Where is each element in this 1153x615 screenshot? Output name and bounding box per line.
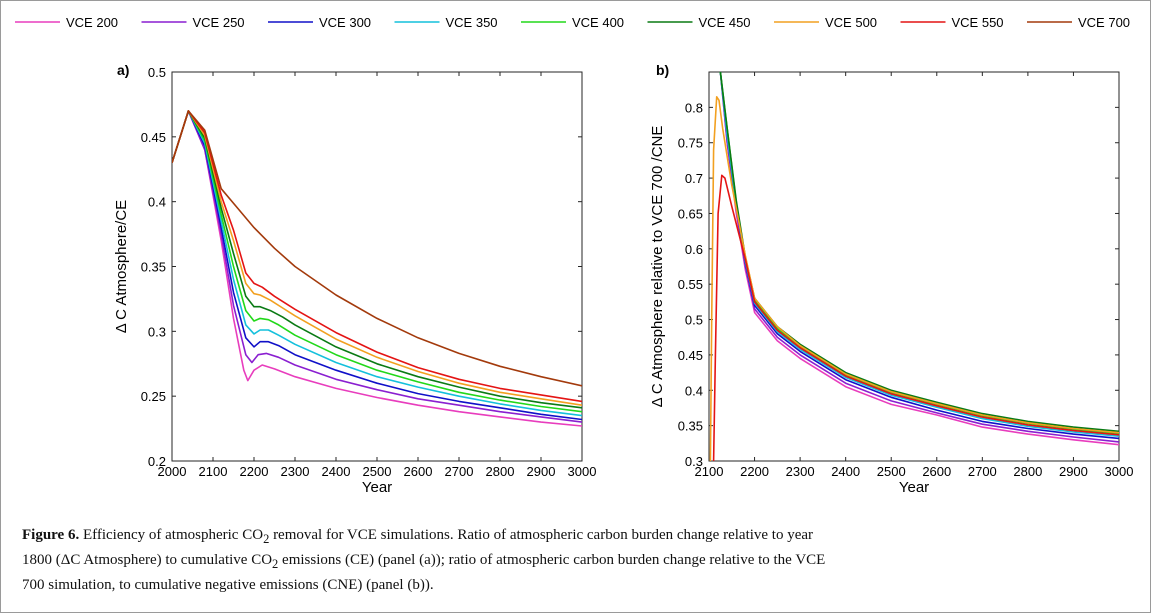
- y-tick-label-b: 0.8: [685, 100, 703, 115]
- y-tick-label-a: 0.25: [141, 389, 166, 404]
- y-tick-label-b: 0.5: [685, 313, 703, 328]
- caption-text-3: 700 simulation, to cumulative negative e…: [22, 577, 434, 593]
- x-tick-label-b: 3000: [1105, 464, 1134, 479]
- series-line-a-vce-400: [172, 110, 582, 413]
- y-tick-label-b: 0.4: [685, 383, 703, 398]
- caption-sub-1: 2: [263, 532, 270, 546]
- figure-charts: VCE 200 VCE 250 VCE 300 VCE 350 VCE 400 VCE 4…: [15, 15, 1133, 496]
- series-line-b-vce-450: [719, 72, 1119, 433]
- legend-label-vce-300: VCE 300: [319, 15, 371, 30]
- series-line-b-vce-250: [719, 72, 1119, 443]
- y-tick-label-a: 0.45: [141, 130, 166, 145]
- y-tick-label-b: 0.65: [678, 206, 703, 221]
- caption-text-1b: removal for VCE simulations. Ratio of at…: [269, 527, 814, 543]
- x-tick-label-a: 2200: [240, 464, 269, 479]
- caption-text-2a: 1800 (ΔC Atmosphere) to cumulative CO: [22, 552, 273, 568]
- series-line-a-vce-200: [172, 110, 582, 427]
- x-tick-label-a: 2000: [158, 464, 187, 479]
- legend-label-vce-350: VCE 350: [446, 15, 498, 30]
- caption-line-2: 1800 (ΔC Atmosphere) to cumulative CO2 e…: [22, 550, 1132, 575]
- x-tick-label-b: 2400: [831, 464, 860, 479]
- legend-label-vce-500: VCE 500: [825, 15, 877, 30]
- series-line-a-vce-350: [172, 110, 582, 417]
- caption-text-1: Efficiency of atmospheric CO: [82, 527, 264, 543]
- x-axis-label-a: Year: [362, 479, 392, 496]
- y-axis-label-a: Δ C Atmosphere/CE: [113, 200, 130, 333]
- legend-label-vce-700: VCE 700: [1078, 15, 1130, 30]
- x-tick-label-b: 2100: [695, 464, 724, 479]
- y-tick-label-b: 0.3: [685, 454, 703, 469]
- series-line-a-vce-300: [172, 110, 582, 421]
- series-line-a-vce-450: [172, 110, 582, 409]
- series-line-a-vce-250: [172, 110, 582, 423]
- legend-label-vce-250: VCE 250: [193, 15, 245, 30]
- caption-sub-2: 2: [272, 557, 279, 571]
- legend-label-vce-200: VCE 200: [66, 15, 118, 30]
- panel-a: 2000 2100 2200 2300 2400 2500 2600 2700 2800 2900…: [113, 62, 596, 496]
- y-tick-label-a: 0.5: [148, 65, 166, 80]
- x-tick-label-a: 2600: [404, 464, 433, 479]
- series-line-a-vce-700: [172, 110, 582, 387]
- x-tick-label-a: 2800: [486, 464, 515, 479]
- x-tick-label-b: 2300: [786, 464, 815, 479]
- series-line-b-vce-500: [709, 96, 1119, 461]
- x-tick-label-a: 2900: [527, 464, 556, 479]
- y-tick-label-b: 0.55: [678, 277, 703, 292]
- y-tick-label-b: 0.35: [678, 419, 703, 434]
- panel-label-b: b): [656, 62, 669, 78]
- y-tick-label-a: 0.35: [141, 260, 166, 275]
- x-tick-label-b: 2500: [877, 464, 906, 479]
- series-line-b-vce-550: [712, 174, 1119, 461]
- series-line-a-vce-550: [172, 110, 582, 403]
- caption-line-1: Figure 6. Efficiency of atmospheric CO2 …: [22, 525, 1132, 550]
- x-tick-label-b: 2600: [922, 464, 951, 479]
- x-tick-label-b: 2700: [968, 464, 997, 479]
- x-tick-label-a: 2400: [322, 464, 351, 479]
- x-tick-label-a: 2700: [445, 464, 474, 479]
- y-tick-label-a: 0.3: [148, 324, 166, 339]
- x-tick-label-b: 2900: [1059, 464, 1088, 479]
- legend-label-vce-400: VCE 400: [572, 15, 624, 30]
- series-line-b-vce-350: [719, 72, 1119, 437]
- x-tick-label-a: 3000: [568, 464, 597, 479]
- axes-box-b: [708, 71, 1120, 462]
- legend-label-vce-550: VCE 550: [952, 15, 1004, 30]
- x-tick-label-b: 2200: [740, 464, 769, 479]
- x-tick-label-a: 2100: [199, 464, 228, 479]
- series-line-a-vce-500: [172, 110, 582, 406]
- caption-text-2b: emissions (CE) (panel (a)); ratio of atm…: [278, 552, 826, 568]
- series-line-b-vce-300: [719, 72, 1119, 440]
- panel-label-a: a): [117, 62, 129, 78]
- panel-b: 2100 2200 2300 2400 2500 2600 2700 2800 2900 3000…: [649, 62, 1133, 496]
- caption-line-3: 700 simulation, to cumulative negative e…: [22, 575, 1132, 596]
- y-tick-label-b: 0.6: [685, 242, 703, 257]
- x-tick-label-a: 2300: [281, 464, 310, 479]
- y-tick-label-b: 0.7: [685, 171, 703, 186]
- legend: VCE 200 VCE 250 VCE 300 VCE 350 VCE 400 VCE 4…: [15, 15, 1130, 30]
- x-tick-label-b: 2800: [1013, 464, 1042, 479]
- y-tick-label-a: 0.4: [148, 195, 166, 210]
- legend-label-vce-450: VCE 450: [699, 15, 751, 30]
- series-line-b-vce-400: [719, 72, 1119, 435]
- figure-caption: Figure 6. Efficiency of atmospheric CO2 …: [22, 525, 1132, 596]
- caption-label: Figure 6.: [22, 527, 80, 543]
- y-tick-label-b: 0.75: [678, 136, 703, 151]
- x-axis-label-b: Year: [899, 479, 929, 496]
- y-axis-label-b: Δ C Atmosphere relative to VCE 700 /CNE: [649, 126, 666, 408]
- y-tick-label-b: 0.45: [678, 348, 703, 363]
- series-line-b-vce-200: [719, 72, 1119, 446]
- y-tick-label-a: 0.2: [148, 454, 166, 469]
- x-tick-label-a: 2500: [363, 464, 392, 479]
